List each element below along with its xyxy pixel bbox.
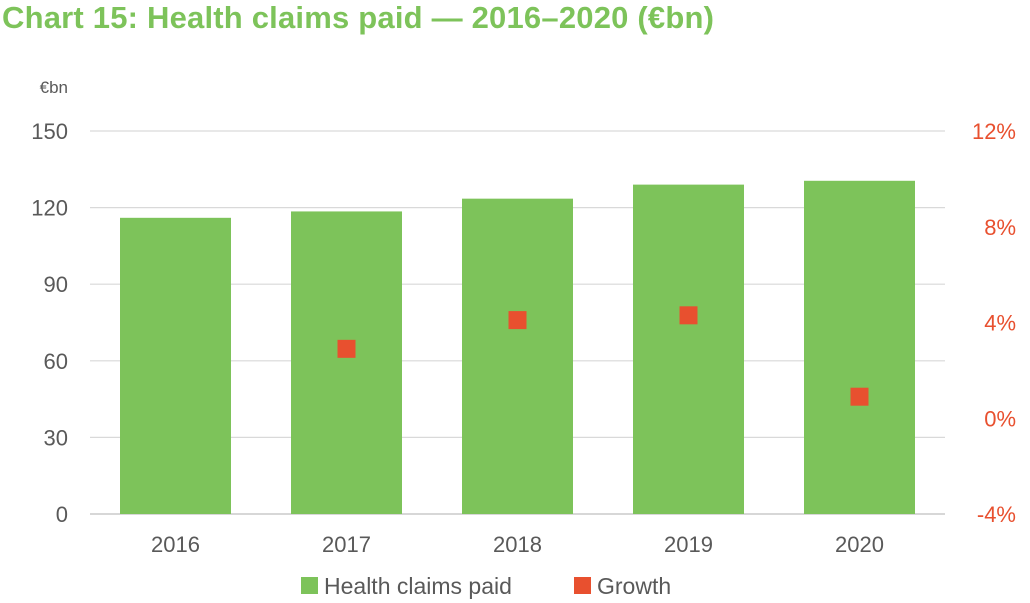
- left-axis-tick-label: 60: [44, 349, 68, 374]
- left-axis-tick-label: 120: [31, 196, 68, 221]
- right-axis-tick-label: 8%: [984, 215, 1016, 240]
- left-axis-tick-label: 90: [44, 272, 68, 297]
- x-axis-tick-label: 2017: [322, 532, 371, 557]
- x-axis-tick-label: 2016: [151, 532, 200, 557]
- chart-title: Chart 15: Health claims paid — 2016–2020…: [2, 0, 715, 35]
- right-axis-tick-label: 0%: [984, 406, 1016, 431]
- x-axis: 2016 2017 2018 2019 2020: [151, 532, 884, 557]
- left-axis: 0 30 60 90 120 150: [31, 119, 68, 527]
- legend: Health claims paid Growth: [301, 573, 671, 599]
- right-axis-tick-label: 4%: [984, 311, 1016, 336]
- left-axis-tick-label: 150: [31, 119, 68, 144]
- bar: [462, 198, 573, 514]
- left-axis-tick-label: 30: [44, 425, 68, 450]
- growth-marker: [850, 387, 869, 406]
- left-axis-unit: €bn: [40, 78, 68, 97]
- bar: [804, 180, 915, 515]
- growth-marker: [679, 306, 698, 325]
- growth-marker: [508, 311, 527, 330]
- bar: [120, 217, 231, 514]
- legend-label-growth: Growth: [597, 573, 671, 599]
- x-axis-tick-label: 2020: [835, 532, 884, 557]
- bar-series: [120, 180, 915, 515]
- legend-swatch-health-claims: [301, 577, 318, 594]
- right-axis-tick-label: 12%: [972, 119, 1016, 144]
- right-axis-tick-label: -4%: [977, 502, 1016, 527]
- growth-series: [337, 306, 869, 406]
- bar: [633, 184, 744, 514]
- x-axis-tick-label: 2018: [493, 532, 542, 557]
- x-axis-tick-label: 2019: [664, 532, 713, 557]
- growth-marker: [337, 339, 356, 358]
- legend-swatch-growth: [574, 577, 591, 594]
- left-axis-tick-label: 0: [56, 502, 68, 527]
- legend-label-health-claims: Health claims paid: [324, 573, 512, 599]
- bar: [291, 211, 402, 514]
- right-axis: -4% 0% 4% 8% 12%: [972, 119, 1016, 527]
